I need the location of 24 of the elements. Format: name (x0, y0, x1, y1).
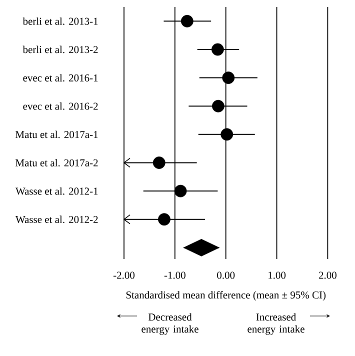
point (152, 156, 166, 169)
x-tick-label: 0.00 (217, 272, 235, 279)
point (212, 100, 224, 112)
y-tick-label: berli et al. 2013-1 (22, 17, 98, 25)
y-tick-label: evec et al. 2016-1 (23, 74, 98, 82)
point (212, 43, 224, 56)
point (174, 184, 187, 198)
text: Increased energy intake (248, 313, 304, 335)
y-tick-label: Wasse et al. 2012-2 (15, 216, 98, 224)
point (222, 72, 235, 84)
text: Decreased energy intake (142, 313, 198, 335)
x-tick-label: -2.00 (113, 272, 135, 279)
point (158, 213, 170, 226)
point (180, 14, 194, 28)
x-tick-label: 2.00 (318, 272, 336, 279)
y-tick-label: evec et al. 2016-2 (23, 102, 98, 110)
y-tick-label: Matu et al. 2017a-2 (15, 159, 98, 166)
y-tick-label: Matu et al. 2017a-1 (15, 130, 98, 138)
x-tick-label: 1.00 (268, 272, 286, 279)
x-tick-label: -1.00 (164, 272, 186, 279)
y-tick-label: berli et al. 2013-2 (22, 46, 98, 54)
point (220, 128, 234, 141)
y-tick-label: Wasse et al. 2012-1 (15, 187, 98, 195)
x-axis-title: Standardised mean difference (mean ± 95% CI) (126, 291, 326, 301)
